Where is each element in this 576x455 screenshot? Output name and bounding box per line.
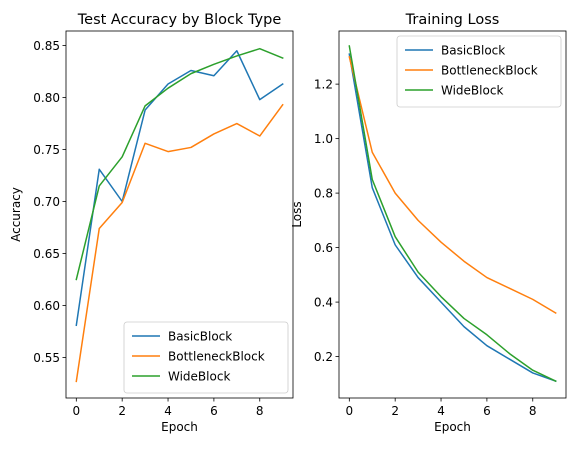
y-tick-label: 0.60: [33, 299, 60, 313]
series-line-wideblock: [348, 45, 557, 383]
x-tick-label: 8: [529, 404, 537, 418]
y-tick-label: 0.6: [314, 241, 333, 255]
series-line-bottleneckblock: [348, 55, 557, 315]
x-tick-label: 8: [256, 404, 264, 418]
legend-label: BottleneckBlock: [168, 349, 265, 363]
legend: BasicBlock BottleneckBlock WideBlock: [396, 35, 562, 108]
y-tick-label: 0.55: [33, 351, 60, 365]
x-tick-label: 2: [118, 404, 126, 418]
chart-title: Test Accuracy by Block Type: [77, 12, 282, 28]
chart-panel-2: 0 2 4 6 8 0.2 0.4 0.6 0.8 1.0 1.2 Training Loss Epoc…: [290, 12, 567, 434]
y-tick-label: 1.2: [314, 77, 333, 91]
y-tick-label: 1.0: [314, 132, 333, 146]
chart-title: Training Loss: [405, 12, 500, 28]
legend-label: BasicBlock: [441, 43, 505, 57]
y-tick-label: 0.75: [33, 143, 60, 157]
legend-label: WideBlock: [168, 369, 230, 383]
series-line-bottleneckblock: [75, 103, 284, 383]
y-tick-label: 0.65: [33, 247, 60, 261]
x-tick-label: 2: [391, 404, 399, 418]
axes-frame: [338, 30, 567, 399]
x-axis-label: Epoch: [434, 420, 471, 434]
chart-panel-1: 0 2 4 6 8 0.55 0.60 0.65 0.70 0.75 0.80 0.85 Test Ac…: [9, 12, 294, 434]
legend-label: BottleneckBlock: [441, 63, 538, 77]
x-axis-label: Epoch: [161, 420, 198, 434]
legend-box: [123, 321, 289, 394]
y-tick-label: 0.4: [314, 295, 333, 309]
x-tick-label: 6: [210, 404, 218, 418]
y-tick-label: 0.8: [314, 186, 333, 200]
x-tick-label: 0: [345, 404, 353, 418]
legend-box: [396, 35, 562, 108]
y-tick-label: 0.2: [314, 350, 333, 364]
series-line-wideblock: [75, 47, 284, 281]
legend-label: WideBlock: [441, 83, 503, 97]
y-tick-label: 0.80: [33, 91, 60, 105]
x-tick-label: 6: [483, 404, 491, 418]
series-line-basicblock: [348, 53, 557, 383]
y-axis-label: Loss: [290, 201, 304, 227]
y-tick-label: 0.85: [33, 39, 60, 53]
axes-frame: [65, 30, 294, 399]
legend-label: BasicBlock: [168, 329, 232, 343]
x-tick-label: 4: [164, 404, 172, 418]
series-line-basicblock: [75, 50, 284, 327]
legend: BasicBlock BottleneckBlock WideBlock: [123, 321, 289, 394]
y-tick-label: 0.70: [33, 195, 60, 209]
x-tick-label: 4: [437, 404, 445, 418]
y-axis-label: Accuracy: [9, 187, 23, 242]
x-tick-label: 0: [72, 404, 80, 418]
